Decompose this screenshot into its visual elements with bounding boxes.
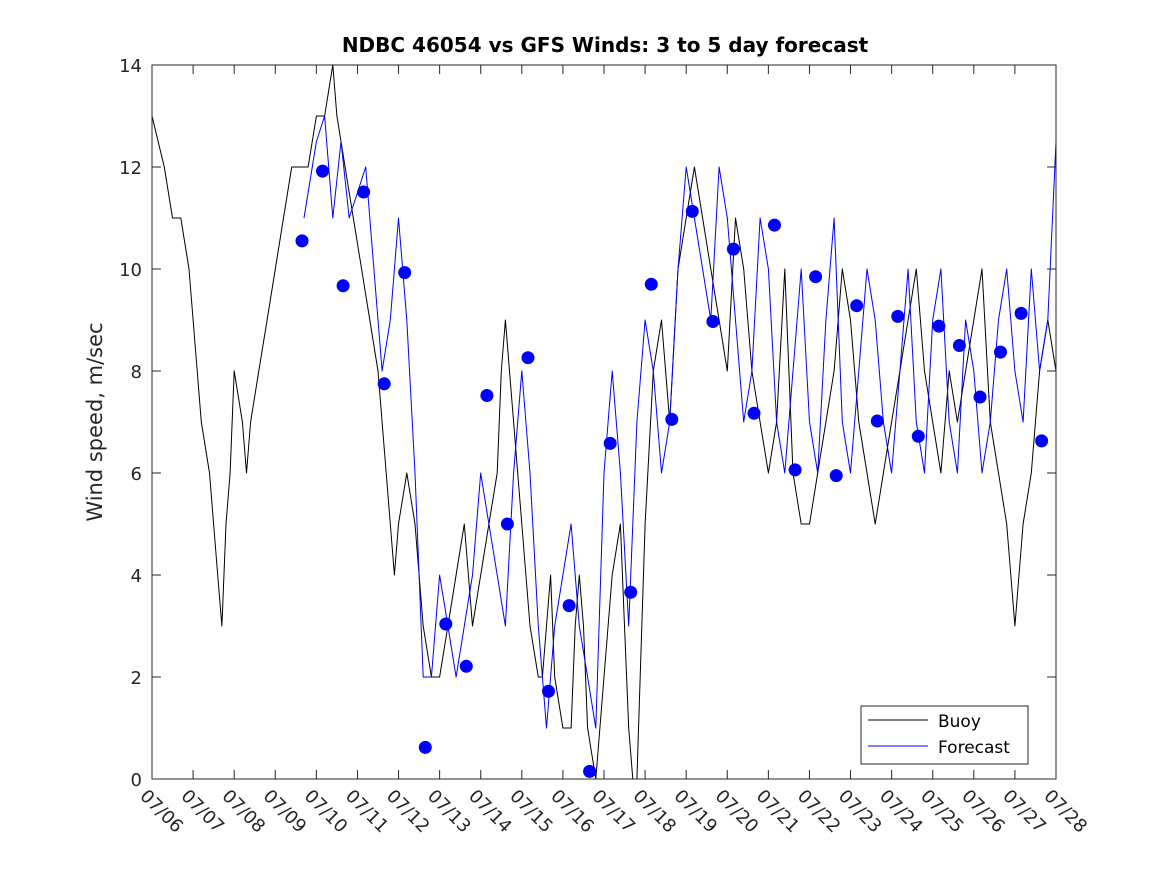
x-tick-label: 07/14	[464, 786, 516, 838]
forecast-marker-point	[500, 517, 514, 531]
x-tick-label: 07/13	[423, 786, 475, 838]
forecast-marker-point	[1014, 306, 1028, 320]
x-tick-label: 07/25	[916, 786, 968, 838]
x-tick-label: 07/06	[135, 786, 187, 838]
forecast-marker-point	[562, 599, 576, 613]
forecast-marker-point	[911, 429, 925, 443]
x-tick-label: 07/23	[834, 786, 886, 838]
forecast-marker-point	[870, 414, 884, 428]
forecast-marker-point	[418, 740, 432, 754]
forecast-marker-point	[439, 617, 453, 631]
forecast-marker-point	[768, 218, 781, 232]
x-tick-label: 07/09	[259, 786, 311, 838]
y-axis-label: Wind speed, m/sec	[83, 322, 107, 521]
forecast-marker-point	[685, 204, 699, 218]
x-tick-label: 07/10	[300, 786, 352, 838]
forecast-marker-point	[624, 585, 638, 599]
x-tick-label: 07/20	[711, 786, 763, 838]
series-line-buoy	[152, 65, 1056, 779]
forecast-marker-point	[829, 469, 843, 483]
x-tick-label: 07/18	[629, 786, 681, 838]
forecast-marker-point	[747, 406, 761, 420]
x-tick-label: 07/26	[957, 786, 1009, 838]
forecast-marker-point	[480, 389, 494, 402]
y-tick-label: 8	[131, 362, 142, 383]
y-tick-label: 14	[119, 56, 142, 77]
forecast-marker-point	[994, 345, 1007, 359]
forecast-marker-point	[891, 309, 905, 323]
legend-box	[860, 705, 1029, 765]
forecast-marker-point	[295, 234, 309, 248]
forecast-marker-point	[603, 436, 617, 450]
x-tick-label: 07/07	[177, 786, 229, 838]
legend-buoy-label: Buoy	[938, 712, 981, 732]
x-tick-label: 07/21	[752, 786, 804, 838]
plot-area	[152, 65, 1056, 779]
x-tick-label: 07/12	[382, 786, 434, 838]
plot-background	[152, 65, 1056, 779]
y-tick-label: 10	[119, 260, 142, 281]
legend-forecast-label: Forecast	[938, 738, 1010, 758]
forecast-marker-point	[706, 315, 720, 328]
x-tick-label: 07/24	[875, 786, 927, 838]
x-tick-label: 07/08	[218, 786, 270, 838]
forecast-marker-point	[336, 279, 350, 293]
x-tick-label: 07/28	[1039, 786, 1091, 838]
forecast-marker-point	[809, 270, 823, 284]
forecast-marker-point	[788, 463, 802, 477]
legend: Buoy Forecast	[860, 705, 1029, 765]
series-line-forecast	[303, 115, 1056, 729]
x-tick-label: 07/19	[670, 786, 722, 838]
x-tick-label: 07/16	[546, 786, 598, 838]
x-tick-label: 07/15	[505, 786, 557, 838]
forecast-marker-point	[850, 299, 864, 313]
forecast-marker-point	[316, 164, 329, 178]
forecast-marker-point	[1035, 434, 1049, 448]
y-tick-label: 12	[119, 158, 142, 179]
forecast-marker-point	[377, 377, 391, 391]
forecast-marker-point	[726, 242, 740, 256]
chart-title: NDBC 46054 vs GFS Winds: 3 to 5 day fore…	[342, 33, 869, 57]
forecast-marker-point	[542, 684, 555, 698]
x-tick-label: 07/27	[998, 786, 1050, 838]
x-tick-label: 07/11	[341, 786, 393, 838]
forecast-marker-point	[952, 339, 966, 352]
y-tick-label: 4	[131, 566, 142, 587]
y-tick-label: 0	[131, 770, 142, 791]
forecast-marker-point	[398, 266, 412, 280]
forecast-marker-point	[459, 659, 473, 673]
forecast-marker-point	[357, 185, 371, 199]
y-tick-label: 2	[131, 668, 142, 689]
forecast-marker-point	[583, 764, 597, 778]
y-tick-label: 6	[131, 464, 142, 485]
x-tick-label: 07/22	[793, 786, 845, 838]
forecast-marker-point	[665, 412, 679, 426]
forecast-marker-point	[932, 319, 946, 333]
forecast-marker-point	[644, 277, 658, 291]
forecast-marker-point	[521, 351, 535, 365]
x-tick-label: 07/17	[587, 786, 639, 838]
forecast-marker-point	[973, 390, 987, 404]
